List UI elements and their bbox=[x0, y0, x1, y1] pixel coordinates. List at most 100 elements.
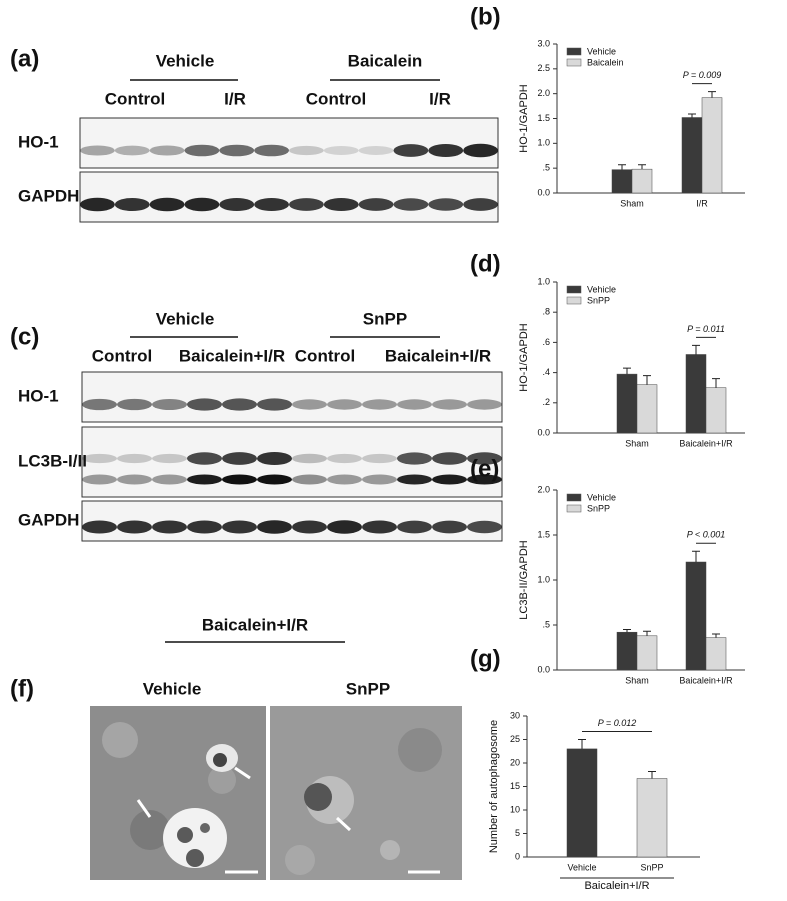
band bbox=[362, 453, 397, 464]
row-label: HO-1 bbox=[18, 132, 59, 151]
bar bbox=[701, 97, 723, 194]
x-tick-label: I/R bbox=[696, 198, 708, 208]
row-label: GAPDH bbox=[18, 186, 79, 205]
panel-label: (a) bbox=[10, 45, 39, 72]
y-tick-label: 1.0 bbox=[537, 574, 550, 584]
band bbox=[397, 520, 432, 534]
band bbox=[82, 398, 117, 411]
row-label: LC3B-I/II bbox=[18, 451, 87, 470]
bar bbox=[636, 384, 658, 434]
group-label: Vehicle bbox=[156, 309, 215, 328]
bar bbox=[685, 561, 707, 671]
subgroup-label: Baicalein+I/R bbox=[179, 346, 285, 365]
legend-swatch bbox=[566, 504, 582, 513]
band bbox=[222, 520, 257, 534]
legend-label: SnPP bbox=[587, 503, 610, 513]
band bbox=[117, 520, 152, 534]
band bbox=[82, 520, 117, 534]
band bbox=[80, 197, 115, 212]
error-bar bbox=[623, 367, 631, 375]
band bbox=[117, 398, 152, 411]
band bbox=[149, 145, 185, 156]
band bbox=[467, 399, 502, 410]
band bbox=[362, 399, 397, 410]
band bbox=[184, 197, 220, 212]
subgroup-label: Control bbox=[306, 89, 366, 108]
y-tick-label: .5 bbox=[542, 163, 550, 173]
band bbox=[428, 143, 464, 158]
band bbox=[152, 453, 187, 464]
subgroup-label: I/R bbox=[224, 89, 246, 108]
row-label: GAPDH bbox=[18, 510, 79, 529]
panel-label: (b) bbox=[470, 3, 501, 30]
y-tick-label: 25 bbox=[510, 734, 520, 744]
y-tick-label: 0 bbox=[515, 851, 520, 861]
x-tick-label: SnPP bbox=[640, 862, 663, 872]
legend-label: Vehicle bbox=[587, 492, 616, 502]
y-tick-label: .4 bbox=[542, 367, 550, 377]
error-bar bbox=[648, 770, 656, 779]
bar bbox=[616, 373, 638, 434]
bar bbox=[566, 748, 598, 858]
band bbox=[219, 197, 255, 212]
band bbox=[289, 145, 324, 156]
y-axis-label: Number of autophagosome bbox=[488, 720, 500, 853]
x-axis-label: Baicalein+I/R bbox=[584, 880, 649, 892]
panel-label: (c) bbox=[10, 323, 39, 350]
y-tick-label: 10 bbox=[510, 804, 520, 814]
blot-box bbox=[81, 500, 503, 542]
band bbox=[292, 474, 327, 485]
blot-box bbox=[79, 171, 499, 223]
group-label: Baicalein+I/R bbox=[202, 615, 308, 634]
band bbox=[432, 520, 467, 534]
band bbox=[254, 197, 289, 212]
band bbox=[292, 399, 327, 410]
band bbox=[187, 452, 222, 465]
error-bar bbox=[618, 164, 626, 170]
bar bbox=[636, 635, 658, 671]
error-bar bbox=[708, 91, 716, 98]
band bbox=[323, 146, 359, 155]
band bbox=[467, 474, 502, 485]
subgroup-label: I/R bbox=[429, 89, 451, 108]
panel-label: (g) bbox=[470, 645, 501, 672]
band bbox=[117, 474, 152, 485]
annotation: P < 0.001 bbox=[687, 530, 725, 540]
band bbox=[187, 398, 222, 411]
image-label: Vehicle bbox=[143, 679, 202, 698]
y-tick-label: 5 bbox=[515, 828, 520, 838]
band bbox=[327, 399, 362, 410]
y-axis-label: HO-1/GAPDH bbox=[518, 84, 530, 153]
band bbox=[117, 453, 152, 464]
y-tick-label: 0.0 bbox=[537, 187, 550, 197]
blot-box bbox=[81, 371, 503, 423]
band bbox=[362, 520, 397, 534]
micrograph-snpp bbox=[270, 706, 462, 880]
band bbox=[432, 474, 467, 485]
error-bar bbox=[692, 344, 700, 355]
image-label: SnPP bbox=[346, 679, 390, 698]
band bbox=[323, 197, 359, 212]
band bbox=[362, 474, 397, 485]
band bbox=[80, 145, 115, 156]
x-tick-label: Sham bbox=[625, 675, 649, 685]
subgroup-label: Control bbox=[105, 89, 165, 108]
band bbox=[358, 198, 394, 211]
bar bbox=[636, 778, 668, 858]
error-bar bbox=[688, 113, 696, 118]
panel-label: (f) bbox=[10, 675, 34, 702]
band bbox=[152, 520, 187, 534]
subgroup-label: Control bbox=[92, 346, 152, 365]
y-tick-label: .2 bbox=[542, 397, 550, 407]
band bbox=[82, 453, 117, 464]
bar bbox=[616, 631, 638, 671]
micrograph-vehicle bbox=[90, 706, 266, 880]
y-tick-label: 0.0 bbox=[537, 427, 550, 437]
band bbox=[397, 474, 432, 485]
band bbox=[114, 145, 150, 156]
band bbox=[432, 452, 467, 465]
y-tick-label: 2.5 bbox=[537, 63, 550, 73]
legend-label: Vehicle bbox=[587, 46, 616, 56]
band bbox=[428, 198, 464, 211]
